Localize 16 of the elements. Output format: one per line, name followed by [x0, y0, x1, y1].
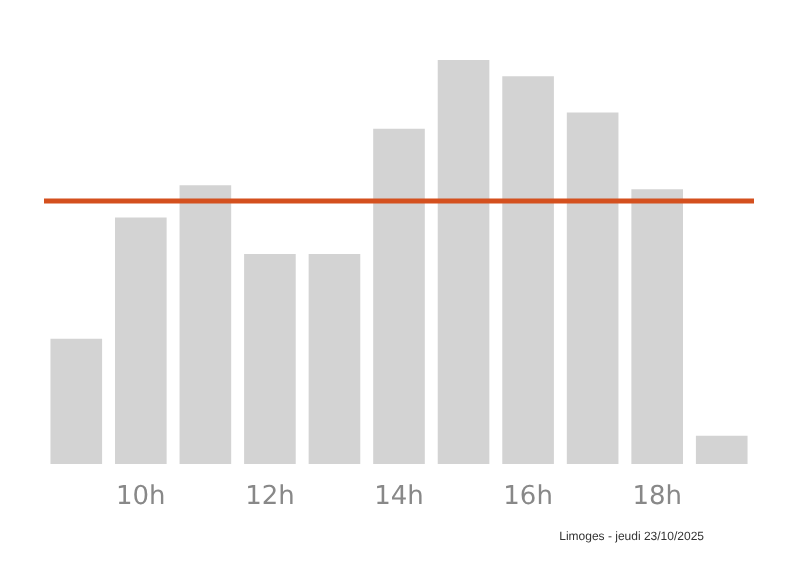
bar [179, 185, 232, 464]
bar [115, 217, 167, 464]
x-tick-label: 16h [503, 482, 553, 512]
bar [695, 435, 748, 464]
bar [502, 76, 554, 464]
x-tick-label: 18h [632, 482, 682, 512]
x-tick-label: 14h [374, 482, 424, 512]
x-tick-label: 10h [116, 482, 166, 512]
bar [437, 60, 490, 464]
bar [631, 189, 683, 464]
bar [566, 112, 619, 464]
bar [373, 128, 425, 464]
bar [50, 338, 103, 464]
bar [308, 253, 361, 464]
x-tick-label: 12h [245, 482, 295, 512]
bar [244, 253, 296, 464]
